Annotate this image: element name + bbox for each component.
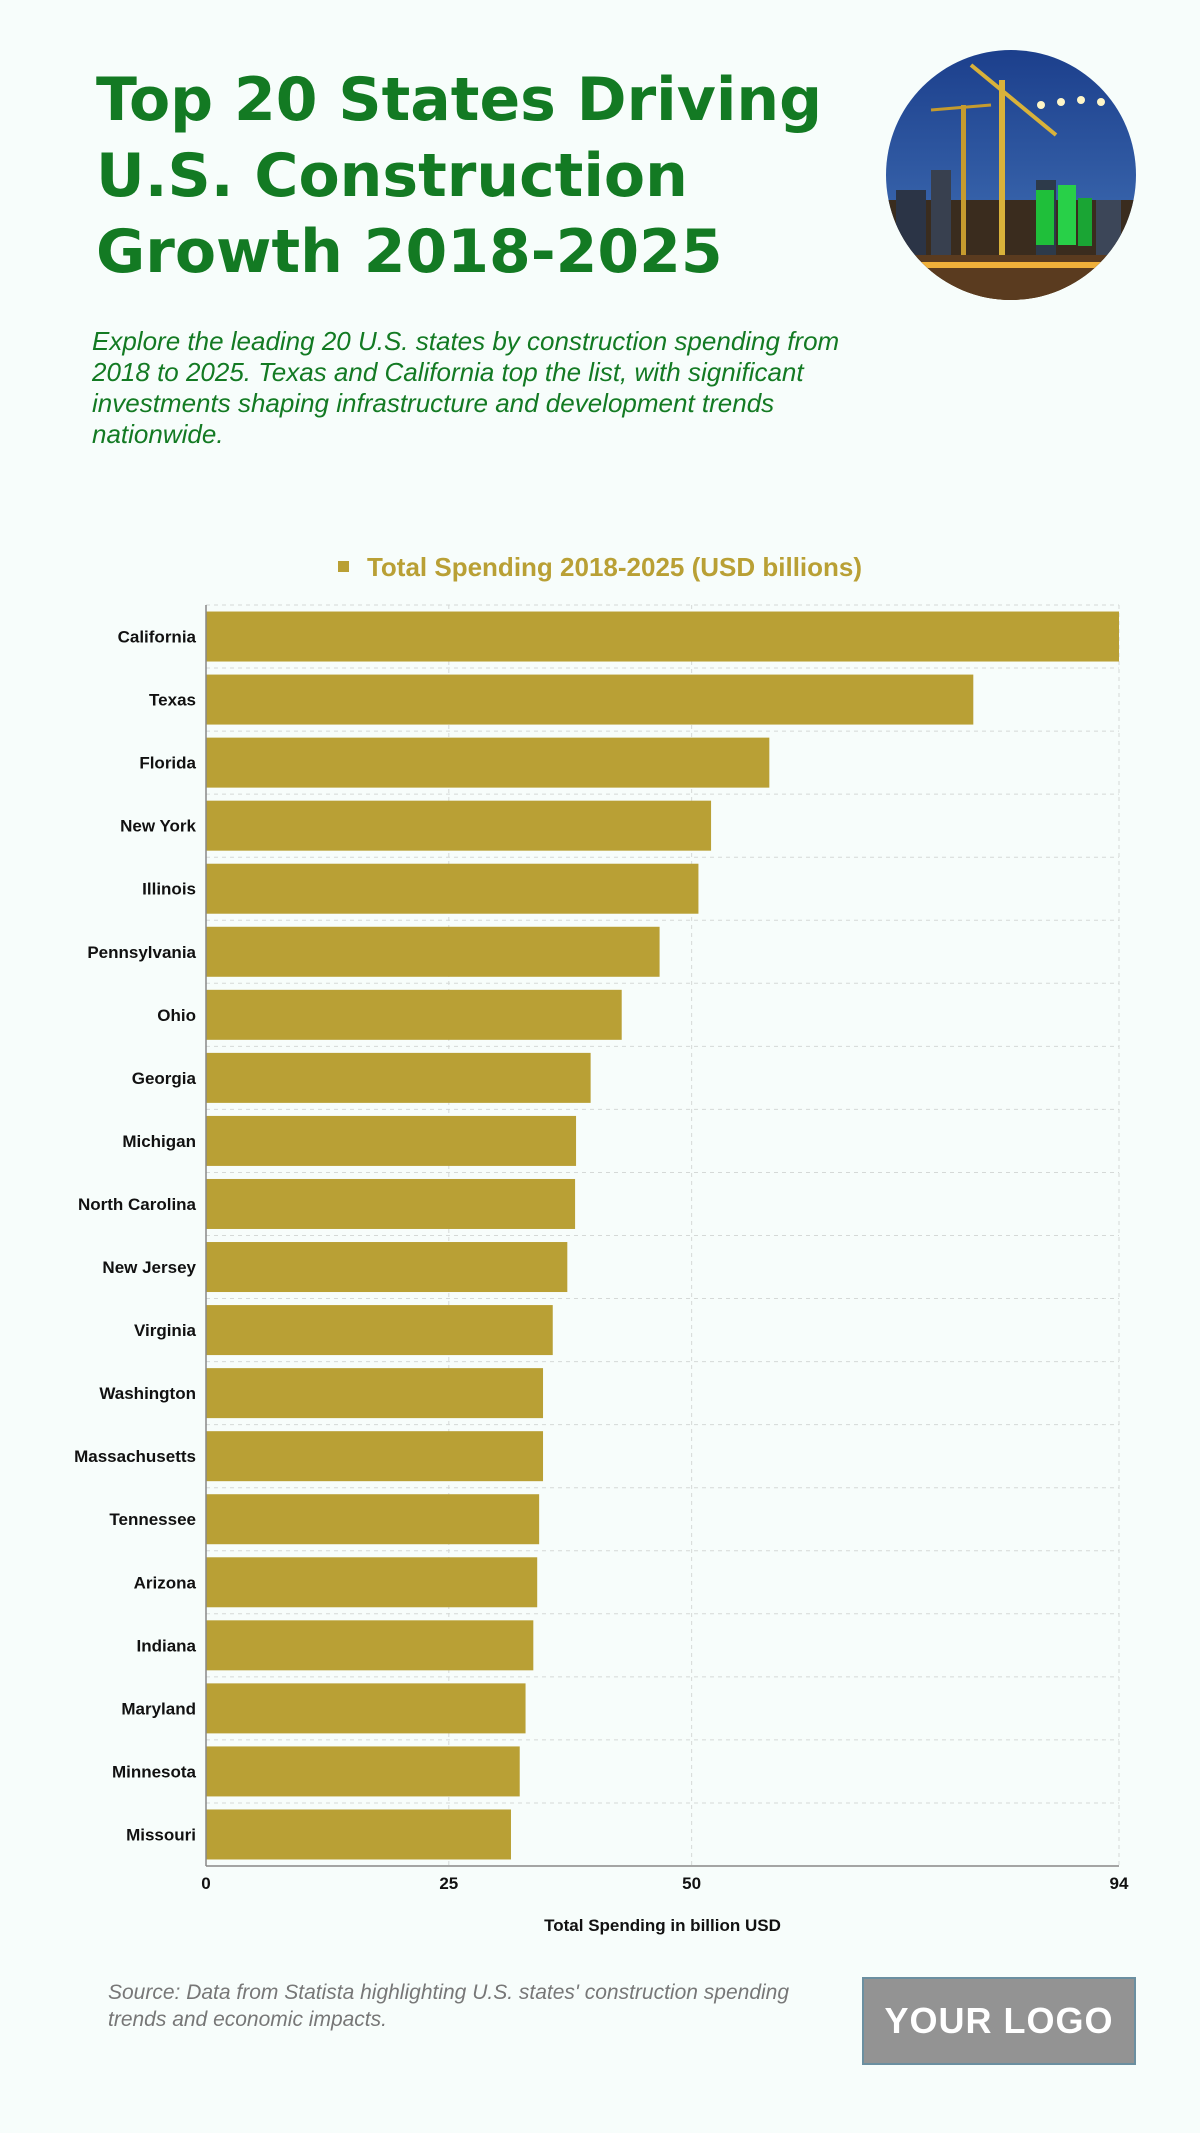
x-tick-label: 0 <box>201 1874 210 1893</box>
x-axis-title: Total Spending in billion USD <box>544 1916 781 1935</box>
chart-legend: Total Spending 2018-2025 (USD billions) <box>0 552 1200 583</box>
category-label: Tennessee <box>109 1510 196 1529</box>
bar <box>206 737 770 788</box>
legend-swatch <box>337 560 349 572</box>
x-tick-label: 94 <box>1110 1874 1129 1893</box>
bar <box>206 1178 576 1229</box>
source-note: Source: Data from Statista highlighting … <box>108 1981 790 2031</box>
category-label: New Jersey <box>102 1258 196 1277</box>
bar <box>206 1368 544 1419</box>
bar <box>206 674 974 725</box>
category-label: Minnesota <box>112 1762 197 1781</box>
category-label: Missouri <box>126 1825 196 1844</box>
bar <box>206 1620 534 1671</box>
bar <box>206 1431 544 1482</box>
bar <box>206 1305 553 1356</box>
bar <box>206 1052 591 1103</box>
legend-label: Total Spending 2018-2025 (USD billions) <box>366 552 863 582</box>
bar <box>206 1746 520 1797</box>
category-label: North Carolina <box>78 1195 197 1214</box>
x-tick-label: 25 <box>439 1874 458 1893</box>
category-label: Pennsylvania <box>87 943 196 962</box>
bar <box>206 611 1119 662</box>
category-label: Washington <box>99 1384 196 1403</box>
bar <box>206 1683 526 1734</box>
category-label: Florida <box>139 754 196 773</box>
category-label: Maryland <box>121 1699 196 1718</box>
category-label: Massachusetts <box>74 1447 196 1466</box>
bar <box>206 1809 511 1860</box>
category-label: Georgia <box>132 1069 197 1088</box>
category-label: New York <box>120 817 196 836</box>
category-label: California <box>118 628 197 647</box>
bar <box>206 1242 568 1293</box>
category-label: Arizona <box>134 1573 197 1592</box>
bar <box>206 989 622 1040</box>
bar <box>206 1557 538 1608</box>
category-label: Illinois <box>142 880 196 899</box>
category-label: Indiana <box>136 1636 196 1655</box>
page-title: Top 20 States Driving U.S. Construction … <box>96 65 823 287</box>
category-label: Texas <box>149 691 196 710</box>
x-tick-label: 50 <box>682 1874 701 1893</box>
bar <box>206 1494 540 1545</box>
page-subtitle: Explore the leading 20 U.S. states by co… <box>92 326 840 449</box>
category-label: Virginia <box>134 1321 197 1340</box>
logo-placeholder: YOUR LOGO <box>862 1977 1136 2065</box>
category-label: Ohio <box>157 1006 196 1025</box>
bar <box>206 926 660 977</box>
category-label: Michigan <box>122 1132 196 1151</box>
bar <box>206 800 712 851</box>
bar <box>206 863 699 914</box>
bar <box>206 1115 577 1166</box>
